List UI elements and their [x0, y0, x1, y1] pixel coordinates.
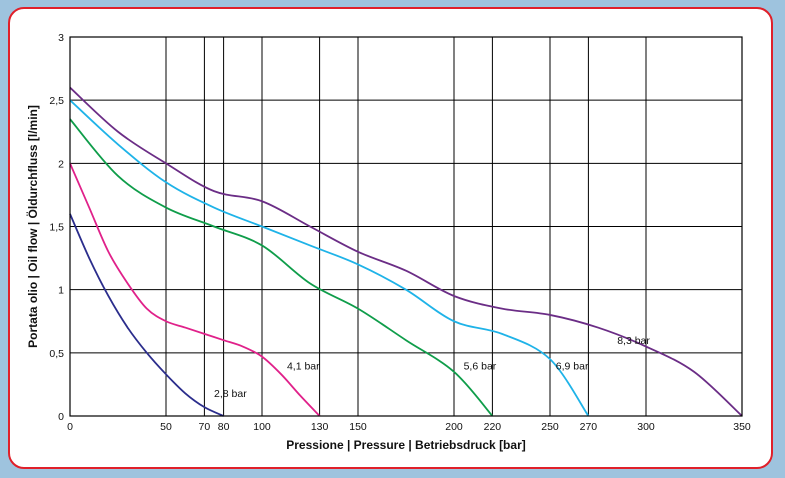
curve-label: 2,8 bar: [214, 388, 247, 400]
series-line: [69, 213, 224, 417]
x-tick-label: 100: [253, 421, 271, 433]
y-tick-label: 0,5: [49, 348, 64, 360]
x-axis-label: Pressione | Pressure | Betriebsdruck [ba…: [286, 438, 525, 452]
y-tick-label: 1: [58, 285, 64, 297]
y-axis-ticks: 0 0,5 1 1,5 2 2,5 3: [49, 32, 64, 423]
x-tick-label: 220: [484, 421, 502, 433]
y-tick-label: 1,5: [49, 222, 64, 234]
y-tick-label: 3: [58, 32, 64, 44]
x-tick-label: 270: [580, 421, 598, 433]
curve-label: 8,3 bar: [617, 335, 650, 347]
x-tick-label: 150: [349, 421, 367, 433]
series-line: [69, 118, 494, 417]
y-tick-label: 2: [58, 158, 64, 170]
series-line: [69, 86, 743, 417]
x-tick-label: 0: [67, 421, 73, 433]
x-tick-label: 80: [218, 421, 230, 433]
x-tick-label: 130: [311, 421, 329, 433]
series-line: [69, 99, 590, 417]
x-axis-ticks: 0 50 70 80 100 130 150 200 220 250 270 300 350: [67, 421, 751, 433]
x-tick-label: 50: [160, 421, 172, 433]
x-tick-label: 300: [637, 421, 655, 433]
plot-frame: [69, 36, 743, 417]
y-tick-label: 2,5: [49, 95, 64, 107]
x-tick-label: 350: [733, 421, 751, 433]
series-line: [69, 162, 321, 417]
x-tick-label: 250: [541, 421, 559, 433]
y-tick-label: 0: [58, 411, 64, 423]
curve-labels: 2,8 bar 4,1 bar 5,6 bar 6,9 bar 8,3 bar: [214, 335, 650, 400]
curve-label: 5,6 bar: [464, 360, 497, 372]
grid: [69, 36, 743, 417]
y-axis-label: Portata olio | Oil flow | Öldurchfluss […: [25, 105, 40, 348]
x-tick-label: 70: [199, 421, 211, 433]
curve-label: 6,9 bar: [556, 360, 589, 372]
series-lines: [69, 86, 743, 417]
x-tick-label: 200: [445, 421, 463, 433]
curve-label: 4,1 bar: [287, 360, 320, 372]
